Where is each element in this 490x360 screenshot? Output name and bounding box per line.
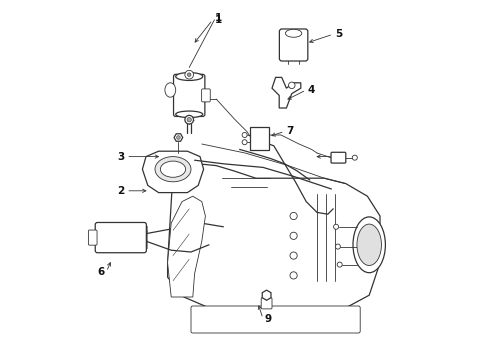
Circle shape xyxy=(334,224,339,229)
Bar xyxy=(143,229,147,231)
Polygon shape xyxy=(168,196,205,297)
Circle shape xyxy=(176,136,180,139)
Bar xyxy=(143,231,147,233)
Circle shape xyxy=(185,115,194,124)
Ellipse shape xyxy=(353,217,386,273)
Bar xyxy=(250,127,269,150)
FancyBboxPatch shape xyxy=(279,29,308,61)
Text: 6: 6 xyxy=(98,267,105,277)
FancyBboxPatch shape xyxy=(191,306,360,333)
Circle shape xyxy=(337,262,342,267)
Bar xyxy=(143,239,147,241)
Circle shape xyxy=(185,71,194,79)
Text: 1: 1 xyxy=(215,13,221,23)
Circle shape xyxy=(290,252,297,259)
Text: 9: 9 xyxy=(265,314,272,324)
Circle shape xyxy=(242,140,247,145)
Text: 7: 7 xyxy=(286,126,294,136)
Bar xyxy=(143,242,147,243)
Bar xyxy=(143,226,147,228)
Ellipse shape xyxy=(160,161,186,177)
Circle shape xyxy=(242,132,247,138)
Circle shape xyxy=(290,272,297,279)
FancyBboxPatch shape xyxy=(95,222,147,253)
Bar xyxy=(143,244,147,246)
Ellipse shape xyxy=(165,83,176,97)
Polygon shape xyxy=(262,290,271,300)
Circle shape xyxy=(352,155,357,160)
Polygon shape xyxy=(174,134,183,141)
Ellipse shape xyxy=(176,111,203,117)
Circle shape xyxy=(290,232,297,239)
Text: 1: 1 xyxy=(215,15,221,25)
Text: 2: 2 xyxy=(117,186,124,196)
Bar xyxy=(143,247,147,248)
Polygon shape xyxy=(168,164,380,308)
FancyBboxPatch shape xyxy=(261,298,272,309)
Circle shape xyxy=(335,244,341,249)
FancyBboxPatch shape xyxy=(331,152,346,163)
Bar xyxy=(143,237,147,238)
Text: 5: 5 xyxy=(335,29,342,39)
Bar xyxy=(143,234,147,236)
Circle shape xyxy=(187,73,191,77)
Text: 4: 4 xyxy=(308,85,315,95)
FancyBboxPatch shape xyxy=(173,75,205,117)
Circle shape xyxy=(290,212,297,220)
Ellipse shape xyxy=(285,30,302,37)
Ellipse shape xyxy=(357,224,381,266)
FancyBboxPatch shape xyxy=(201,89,210,102)
Ellipse shape xyxy=(155,157,191,182)
Polygon shape xyxy=(143,151,204,193)
Text: 3: 3 xyxy=(117,152,124,162)
FancyBboxPatch shape xyxy=(88,230,97,245)
Polygon shape xyxy=(272,77,301,108)
Text: 8: 8 xyxy=(335,152,342,162)
Circle shape xyxy=(187,117,192,122)
Ellipse shape xyxy=(176,73,203,81)
Circle shape xyxy=(289,82,295,89)
